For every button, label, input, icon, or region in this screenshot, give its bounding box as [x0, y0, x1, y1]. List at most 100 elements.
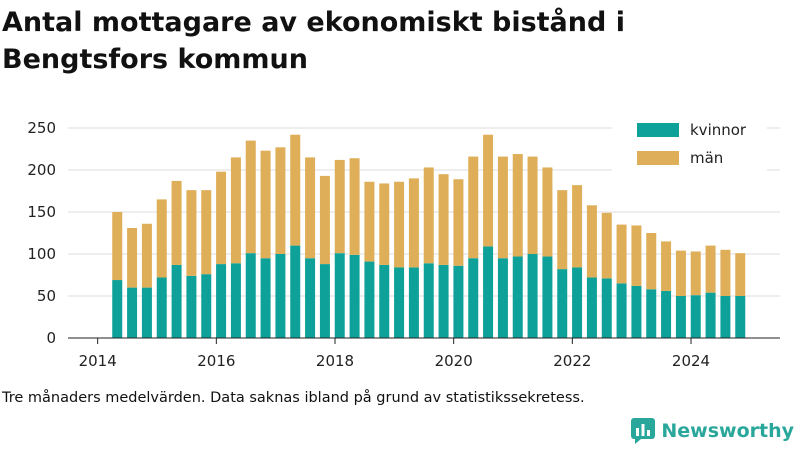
bar-kvinnor	[349, 254, 360, 338]
bar-man	[260, 150, 271, 259]
bar-kvinnor	[438, 264, 449, 338]
legend-label-kvinnor: kvinnor	[690, 121, 747, 139]
bar-man	[349, 158, 360, 255]
bar-man	[497, 156, 508, 259]
bar-kvinnor	[705, 292, 716, 338]
y-tick-label: 200	[27, 161, 56, 179]
bar-man	[720, 249, 731, 296]
bar-kvinnor	[453, 265, 464, 338]
bar-man	[364, 181, 375, 262]
bar-man	[394, 181, 405, 268]
legend-swatch-kvinnor	[637, 123, 679, 137]
x-axis-ticks: 2014 2016 2018 2020 2022 2024	[79, 338, 710, 370]
legend-label-man: män	[690, 149, 723, 167]
bar-man	[616, 224, 627, 284]
bar-kvinnor	[408, 267, 419, 338]
bar-kvinnor	[631, 285, 642, 338]
bar-kvinnor	[497, 258, 508, 338]
bar-man	[290, 134, 301, 246]
x-tick-label: 2016	[197, 352, 235, 370]
bar-man	[675, 250, 686, 296]
bar-man	[631, 225, 642, 286]
bar-kvinnor	[512, 256, 523, 338]
y-tick-label: 150	[27, 203, 56, 221]
bar-kvinnor	[572, 267, 583, 338]
bar-man	[156, 199, 167, 278]
footnote: Tre månaders medelvärden. Data saknas ib…	[2, 390, 585, 406]
bar-man	[112, 212, 123, 281]
bar-kvinnor	[720, 296, 731, 338]
bar-kvinnor	[542, 256, 553, 338]
bar-kvinnor	[364, 261, 375, 338]
bar-kvinnor	[675, 296, 686, 338]
bar-man	[408, 178, 419, 268]
bar-kvinnor	[141, 287, 152, 338]
bar-man	[705, 245, 716, 293]
brand-name: Newsworthy	[661, 420, 794, 442]
x-tick-label: 2022	[553, 352, 591, 370]
bar-kvinnor	[230, 263, 241, 338]
bar-kvinnor	[290, 245, 301, 338]
bar-kvinnor	[379, 264, 390, 338]
bar-kvinnor	[586, 277, 597, 338]
bar-man	[438, 174, 449, 265]
y-axis-ticks: 0 50 100 150 200 250	[27, 119, 56, 347]
bar-man	[127, 227, 138, 288]
y-tick-label: 0	[46, 329, 56, 347]
y-tick-label: 100	[27, 245, 56, 263]
bar-kvinnor	[690, 295, 701, 338]
bar-kvinnor	[468, 258, 479, 338]
legend: kvinnor män	[612, 111, 767, 171]
bar-kvinnor	[557, 269, 568, 338]
bar-man	[423, 167, 434, 264]
bar-man	[572, 185, 583, 268]
bar-kvinnor	[216, 264, 227, 338]
bar-man	[483, 134, 494, 247]
bar-kvinnor	[319, 264, 330, 338]
chart-title: Antal mottagare av ekonomiskt bistånd i …	[2, 7, 625, 75]
bar-kvinnor	[394, 267, 405, 338]
bar-man	[141, 223, 152, 288]
bar-man	[305, 157, 316, 259]
bar-man	[512, 154, 523, 257]
bar-man	[334, 159, 345, 254]
bar-kvinnor	[201, 274, 212, 338]
bar-man	[527, 156, 538, 254]
bar-man	[542, 167, 553, 257]
newsworthy-logo-icon	[631, 418, 656, 444]
bar-man	[216, 171, 227, 265]
bar-kvinnor	[735, 296, 746, 338]
bar-kvinnor	[334, 253, 345, 338]
y-tick-label: 250	[27, 119, 56, 137]
x-tick-label: 2014	[79, 352, 117, 370]
bar-man	[275, 147, 286, 254]
legend-swatch-man	[637, 151, 679, 165]
bar-kvinnor	[112, 280, 123, 338]
bar-kvinnor	[156, 277, 167, 338]
bar-kvinnor	[423, 263, 434, 338]
bar-kvinnor	[171, 264, 182, 338]
x-tick-label: 2020	[435, 352, 473, 370]
bar-kvinnor	[483, 246, 494, 338]
bar-man	[201, 190, 212, 275]
x-tick-label: 2018	[316, 352, 354, 370]
bar-man	[230, 157, 241, 264]
bar-man	[586, 205, 597, 278]
bar-man	[186, 190, 197, 276]
bar-man	[171, 180, 182, 265]
bar-man	[379, 183, 390, 265]
bar-man	[453, 179, 464, 266]
bar-man	[245, 140, 256, 254]
bar-man	[661, 241, 672, 291]
bars	[112, 134, 746, 338]
bar-kvinnor	[260, 258, 271, 338]
bar-kvinnor	[616, 283, 627, 338]
y-tick-label: 50	[37, 287, 56, 305]
bar-man	[646, 233, 657, 290]
bar-man	[735, 253, 746, 296]
bar-man	[690, 251, 701, 296]
bar-kvinnor	[127, 287, 138, 338]
bar-kvinnor	[527, 254, 538, 338]
bar-kvinnor	[275, 254, 286, 338]
bar-kvinnor	[245, 253, 256, 338]
